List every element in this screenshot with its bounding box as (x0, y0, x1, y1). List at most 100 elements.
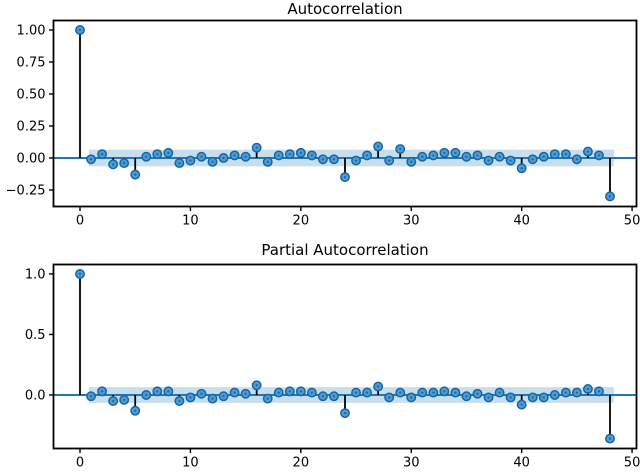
data-point-marker-dot (531, 158, 534, 161)
data-point-marker-dot (365, 154, 369, 157)
data-point-marker-dot (564, 153, 567, 156)
data-point-marker-dot (365, 391, 369, 394)
chart-title-partial-autocorrelation: Partial Autocorrelation (261, 241, 429, 259)
data-point-marker-dot (134, 173, 137, 176)
data-point-marker-dot (145, 393, 148, 397)
data-point-marker-dot (575, 158, 578, 161)
data-point-marker-dot (332, 158, 336, 161)
data-point-marker-dot (608, 195, 612, 198)
axes-spines (52, 263, 638, 450)
data-point-marker-dot (377, 385, 380, 388)
data-point-marker-dot (189, 159, 192, 162)
data-point-marker-dot (509, 396, 512, 399)
data-point-marker-dot (178, 162, 181, 165)
x-tick-label: 10 (182, 213, 199, 228)
data-point-marker-dot (266, 397, 269, 400)
data-point-marker-dot (200, 392, 203, 395)
data-point-marker-dot (586, 387, 590, 391)
data-point-marker-dot (421, 155, 424, 158)
x-tick-label: 40 (513, 455, 530, 470)
data-point-marker-dot (597, 390, 601, 393)
data-point-marker-dot (454, 391, 457, 394)
data-point-marker-dot (542, 155, 545, 158)
x-tick-label: 40 (513, 213, 530, 228)
data-point-marker-dot (233, 391, 236, 394)
data-point-marker-dot (112, 163, 115, 166)
x-tick-label: 50 (624, 455, 640, 470)
data-point-marker-dot (343, 412, 347, 415)
x-tick-label: 20 (293, 213, 310, 228)
x-tick-label: 30 (403, 213, 420, 228)
data-point-marker-dot (178, 399, 181, 403)
x-tick-label: 30 (403, 455, 420, 470)
data-point-marker-dot (299, 151, 302, 154)
data-point-marker-dot (354, 159, 358, 162)
y-tick-label: −0.25 (6, 184, 46, 199)
data-point-marker-dot (200, 155, 203, 158)
data-point-marker-dot (531, 396, 534, 399)
y-tick-label: 0.75 (17, 56, 46, 71)
data-point-marker-dot (575, 391, 578, 394)
data-point-marker-dot (167, 390, 170, 393)
data-point-marker-dot (288, 153, 291, 156)
data-point-marker-dot (542, 396, 545, 399)
data-point-marker-dot (586, 150, 590, 153)
data-point-marker-dot (89, 158, 93, 161)
x-tick-label: 20 (293, 455, 310, 470)
y-tick-label: 0.00 (17, 152, 46, 167)
data-point-marker-dot (399, 147, 402, 151)
data-point-marker-dot (332, 395, 336, 398)
data-point-marker-dot (288, 390, 291, 393)
data-point-marker-dot (476, 392, 479, 395)
y-tick-label: 1.0 (25, 267, 46, 282)
data-point-marker-dot (476, 154, 479, 157)
data-point-marker-dot (310, 154, 313, 157)
data-point-marker-dot (78, 28, 82, 32)
data-point-marker-dot (299, 390, 302, 393)
data-point-marker-dot (277, 391, 280, 394)
data-point-marker-dot (454, 151, 457, 154)
data-point-marker-dot (100, 390, 104, 393)
data-point-marker-dot (608, 437, 612, 440)
data-point-marker-dot (465, 395, 468, 398)
x-tick-label: 0 (76, 455, 84, 470)
data-point-marker-dot (89, 395, 93, 398)
data-point-marker-dot (553, 153, 556, 156)
data-point-marker-dot (189, 396, 192, 399)
data-point-marker-dot (443, 151, 446, 154)
data-point-marker-dot (498, 155, 501, 158)
data-point-marker-dot (244, 155, 247, 158)
data-point-marker-dot (399, 391, 402, 394)
data-point-marker-dot (266, 160, 269, 163)
data-point-marker-dot (100, 153, 104, 156)
data-point-marker-dot (145, 155, 148, 158)
data-point-marker-dot (410, 396, 413, 399)
data-point-marker-dot (167, 151, 170, 154)
data-point-marker-dot (487, 396, 490, 399)
data-point-marker-dot (156, 390, 159, 393)
axes-spines (52, 19, 638, 208)
x-tick-label: 50 (624, 213, 640, 228)
data-point-marker-dot (134, 409, 137, 412)
data-point-marker-dot (156, 153, 159, 156)
data-point-marker-dot (432, 391, 435, 394)
y-tick-label: 0.5 (25, 328, 46, 343)
data-point-marker-dot (354, 391, 358, 394)
data-point-marker-dot (410, 160, 413, 163)
data-point-marker-dot (78, 272, 82, 276)
y-tick-label: 0.0 (25, 389, 46, 404)
data-point-marker-dot (377, 145, 380, 148)
data-point-marker-dot (211, 397, 214, 400)
data-point-marker-dot (553, 393, 556, 397)
data-point-marker-dot (112, 399, 115, 403)
y-tick-label: 1.00 (17, 24, 46, 39)
data-point-marker-dot (421, 391, 424, 394)
data-point-marker-dot (321, 395, 325, 398)
data-point-marker-dot (321, 158, 325, 161)
data-point-marker-dot (222, 156, 225, 160)
data-point-marker-dot (388, 159, 391, 162)
y-tick-label: 0.25 (17, 120, 46, 135)
data-point-marker-dot (465, 155, 468, 158)
